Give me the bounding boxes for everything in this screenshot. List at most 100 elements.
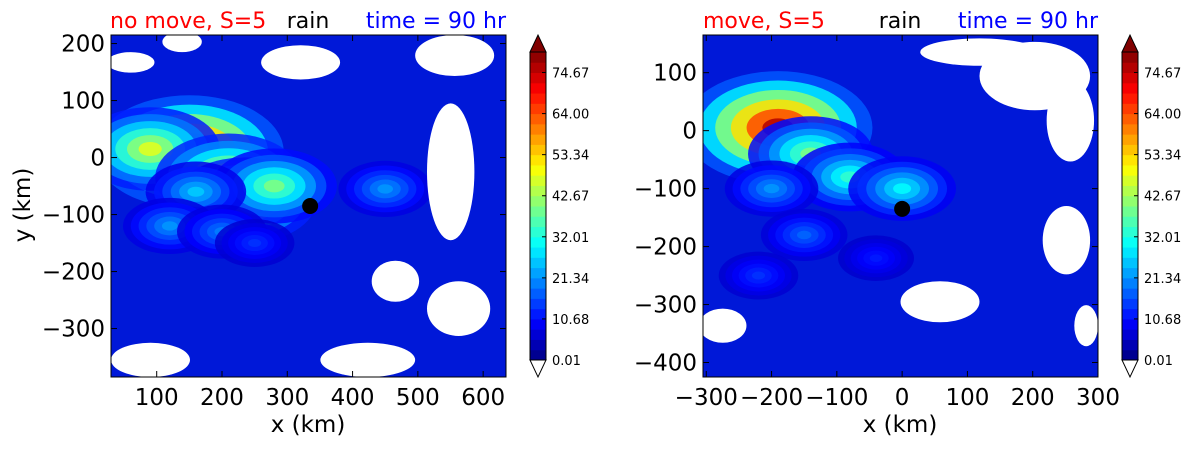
no-rain-patch <box>261 45 341 80</box>
no-rain-patch <box>1074 305 1098 347</box>
colorbar-bin <box>530 113 546 125</box>
y-tick-label: −200 <box>42 260 105 286</box>
plot-frame <box>702 34 1099 378</box>
x-tick-label: 0 <box>895 385 910 411</box>
no-rain-patch <box>920 38 1039 66</box>
colorbar-tick-label: 0.01 <box>552 354 581 369</box>
x-tick-label: 500 <box>396 385 440 411</box>
no-rain-patch <box>371 260 420 302</box>
x-tick-label: 300 <box>1076 385 1120 411</box>
rain-feature <box>161 221 178 231</box>
rain-field-1 <box>703 35 1098 377</box>
colorbar-bin <box>530 267 546 279</box>
colorbar-bin <box>1122 144 1138 156</box>
y-tick-label: −100 <box>634 177 697 203</box>
x-tick-label: 300 <box>265 385 309 411</box>
y-tick-label: 100 <box>653 61 697 87</box>
storm-center-marker <box>302 198 319 214</box>
colorbar-bin <box>1122 175 1138 186</box>
rain-feature <box>377 184 394 194</box>
colorbar-bin <box>530 164 546 176</box>
colorbar-1: 0.01 10.68 21.34 32.01 42.67 53.34 64.00 74.67 <box>1121 33 1181 379</box>
colorbar-tick-label: 74.67 <box>1144 67 1181 82</box>
colorbar-tick-label: 64.00 <box>1144 108 1181 123</box>
x-tick-label: 400 <box>331 385 375 411</box>
colorbar-bin <box>1122 288 1138 299</box>
colorbar-bin <box>1122 164 1138 176</box>
colorbar-bin <box>530 257 546 269</box>
colorbar-bin <box>530 72 546 84</box>
colorbar-bin <box>1122 103 1138 115</box>
colorbar-bin <box>1122 216 1138 228</box>
colorbar-bin <box>530 339 546 351</box>
colorbar-tick-label: 0.01 <box>1144 354 1173 369</box>
colorbar-bin <box>1122 349 1138 361</box>
colorbar-bin <box>1122 62 1138 74</box>
y-tick-label: 0 <box>90 146 105 172</box>
no-rain-patch <box>1046 79 1095 162</box>
colorbar-bin <box>530 349 546 361</box>
panel-1: −300 −200 −100 0 100 200 3001000−100−200−300−4… <box>634 34 1120 411</box>
colorbar-bin <box>530 318 546 330</box>
colorbar-extend-top <box>1121 33 1139 53</box>
colorbar-bin <box>1122 52 1138 63</box>
rain-feature <box>138 142 162 156</box>
rain-feature <box>263 179 285 193</box>
colorbar-bin <box>1122 247 1138 258</box>
colorbar-tick-label: 21.34 <box>552 272 589 287</box>
colorbar-bin <box>530 82 546 94</box>
colorbar-bin <box>530 329 546 340</box>
colorbar-bin <box>1122 257 1138 269</box>
panel-0: 100 200 300 400 500 600 200 100 0 −100 −200 −300 <box>42 32 507 411</box>
colorbar-bin <box>1122 82 1138 94</box>
no-rain-patch <box>1042 206 1091 275</box>
no-rain-patch <box>415 35 495 77</box>
no-rain-patch <box>427 281 491 336</box>
colorbar-bin <box>530 52 546 63</box>
colorbar-bin <box>530 216 546 228</box>
rain-feature <box>751 271 766 280</box>
left-title-time: time = 90 hr <box>366 9 507 34</box>
left-title-case: no move, S=5 <box>110 9 266 34</box>
colorbar-bin <box>530 277 546 289</box>
colorbar-bin <box>1122 308 1138 320</box>
y-tick-label: 100 <box>61 89 105 115</box>
colorbar-tick-label: 74.67 <box>552 67 589 82</box>
colorbar-extend-bottom <box>1121 359 1139 379</box>
rain-feature <box>763 183 780 194</box>
x-tick-label: −100 <box>805 385 868 411</box>
colorbar-bin <box>530 195 546 207</box>
y-tick-label: −300 <box>42 317 105 343</box>
y-tick-label: −400 <box>634 351 697 377</box>
colorbar-bin <box>530 123 546 135</box>
x-tick-label: 100 <box>135 385 179 411</box>
colorbar-frame <box>529 51 547 361</box>
colorbar-bin <box>530 144 546 156</box>
colorbar-bin <box>1122 72 1138 84</box>
colorbar-bin <box>1122 277 1138 289</box>
colorbar-tick-label: 42.67 <box>552 190 589 205</box>
no-rain-patch <box>111 52 155 73</box>
colorbar-bin <box>1122 134 1138 145</box>
colorbar-bin <box>530 206 546 217</box>
colorbar-bin <box>530 247 546 258</box>
x-tick-label: 200 <box>200 385 244 411</box>
left-xlabel: x (km) <box>271 412 346 438</box>
right-xlabel: x (km) <box>863 412 938 438</box>
colorbar-bin <box>530 226 546 238</box>
colorbar-bin <box>1122 206 1138 217</box>
y-tick-label: −200 <box>634 235 697 261</box>
no-rain-patch <box>703 308 747 343</box>
colorbar-bin <box>1122 329 1138 340</box>
colorbar-bin <box>1122 154 1138 166</box>
right-title-case: move, S=5 <box>703 9 825 34</box>
rain-field-0 <box>111 35 506 377</box>
x-tick-label: −200 <box>740 385 803 411</box>
colorbar-tick-label: 53.34 <box>552 149 589 164</box>
colorbar-tick-label: 10.68 <box>552 313 589 328</box>
colorbar-bin <box>1122 185 1138 197</box>
colorbar-bin <box>530 288 546 299</box>
colorbar-bin <box>1122 113 1138 125</box>
x-tick-label: −300 <box>675 385 738 411</box>
y-tick-label: 0 <box>682 119 697 145</box>
